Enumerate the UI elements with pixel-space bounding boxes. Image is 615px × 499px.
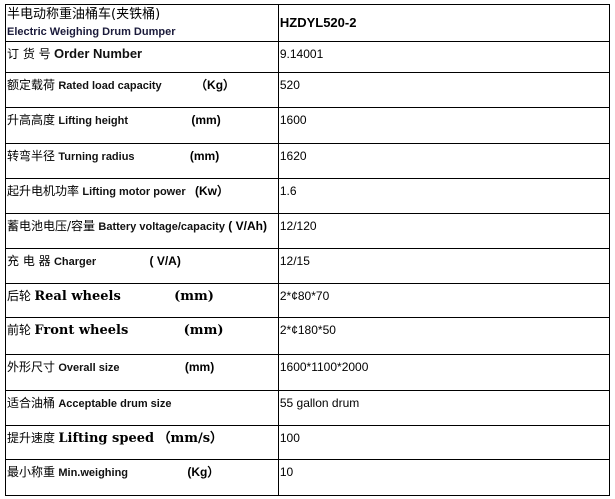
spec-label-cell: 充 电 器 Charger ( V/A) xyxy=(5,248,279,284)
spec-value: 55 gallon drum xyxy=(279,396,360,410)
table-row: 充 电 器 Charger ( V/A) 12/15 xyxy=(5,248,611,284)
spec-value-cell: 2*¢80*70 xyxy=(277,283,611,318)
spec-label-en: Lifting speed xyxy=(58,431,155,446)
spec-value: 2*¢180*50 xyxy=(279,323,336,337)
spec-label-cell: 适合油桶 Acceptable drum size xyxy=(5,390,279,426)
spec-label-cn: 起升电机功率 xyxy=(7,184,80,198)
spec-label-cn: 升高高度 xyxy=(7,113,56,127)
spec-unit: (mm) xyxy=(189,149,220,163)
table-row: 最小称重 Min.weighing (Kg） 10 xyxy=(5,459,611,496)
spec-label-cn: 额定载荷 xyxy=(7,78,56,92)
spec-label-en: Real wheels xyxy=(34,289,121,304)
spec-unit: (mm) xyxy=(191,113,221,127)
spec-label-en: Lifting motor power xyxy=(82,186,186,198)
spec-unit: (mm) xyxy=(183,323,224,338)
table-row: 转弯半径 Turning radius (mm) 1620 xyxy=(5,143,611,179)
spec-value-cell: 520 xyxy=(277,72,611,108)
spec-value-cell: 100 xyxy=(277,425,611,460)
spec-label-en: Order Number xyxy=(53,46,143,61)
spec-label-en: Acceptable drum size xyxy=(58,398,172,410)
spec-value: 9.14001 xyxy=(279,47,324,61)
spec-unit: （Kg） xyxy=(195,78,236,92)
spec-label-cn: 最小称重 xyxy=(7,465,56,479)
spec-value-cell: 1.6 xyxy=(277,178,611,214)
spec-label-cn: 提升速度 xyxy=(7,431,56,445)
table-row: 蓄电池电压/容量 Battery voltage/capacity ( V/Ah… xyxy=(5,213,611,249)
spec-value: 1.6 xyxy=(279,184,297,198)
spec-unit: (mm) xyxy=(174,289,214,304)
spec-label-en: Turning radius xyxy=(58,151,135,163)
spec-unit: (mm) xyxy=(184,360,215,374)
spec-value: 12/15 xyxy=(279,254,310,268)
model-cell: HZDYL520-2 xyxy=(277,4,611,42)
spec-unit: ( V/Ah) xyxy=(228,219,267,233)
spec-label-cell: 后轮 Real wheels (mm) xyxy=(5,283,279,318)
spec-value: 1600 xyxy=(279,113,307,127)
spec-label-cn: 蓄电池电压/容量 xyxy=(7,219,96,233)
spec-label-cell: 升高高度 Lifting height (mm) xyxy=(5,107,279,144)
spec-value: 100 xyxy=(279,431,300,445)
table-row: 提升速度 Lifting speed （mm/s） 100 xyxy=(5,425,611,460)
spec-label-cell: 提升速度 Lifting speed （mm/s） xyxy=(5,425,279,460)
table-row: 起升电机功率 Lifting motor power (Kw） 1.6 xyxy=(5,178,611,214)
spec-label-cell: 订 货 号 Order Number xyxy=(5,41,279,73)
spec-value: 12/120 xyxy=(279,219,317,233)
table-row: 订 货 号 Order Number 9.14001 xyxy=(5,41,611,73)
spec-label-cn: 充 电 器 xyxy=(7,254,51,268)
spec-value-cell: 10 xyxy=(277,459,611,496)
product-title-en: Electric Weighing Drum Dumper xyxy=(7,26,176,38)
table-row: 适合油桶 Acceptable drum size 55 gallon drum xyxy=(5,390,611,426)
spec-label-cn: 外形尺寸 xyxy=(7,360,56,374)
spec-label-en: Lifting height xyxy=(58,115,129,127)
spec-value-cell: 1600*1100*2000 xyxy=(277,354,611,391)
spec-label-cn: 适合油桶 xyxy=(7,396,56,410)
spec-unit: （mm/s） xyxy=(157,431,224,446)
spec-value-cell: 1620 xyxy=(277,143,611,179)
spec-value: 1620 xyxy=(279,149,307,163)
spec-value-cell: 12/15 xyxy=(277,248,611,284)
spec-unit: (Kw） xyxy=(194,184,229,198)
spec-label-cn: 转弯半径 xyxy=(7,149,56,163)
product-title-cn: 半电动称重油桶车(夹铁桶) xyxy=(7,7,161,22)
spec-label-cn: 前轮 xyxy=(7,323,32,337)
spec-table: 半电动称重油桶车(夹铁桶) Electric Weighing Drum Dum… xyxy=(5,4,611,496)
spec-label-en: Overall size xyxy=(58,362,120,374)
spec-value-cell: 55 gallon drum xyxy=(277,390,611,426)
table-row: 额定载荷 Rated load capacity （Kg） 520 xyxy=(5,72,611,108)
product-title-cell: 半电动称重油桶车(夹铁桶) Electric Weighing Drum Dum… xyxy=(5,4,279,42)
spec-label-cell: 蓄电池电压/容量 Battery voltage/capacity ( V/Ah… xyxy=(5,213,279,249)
spec-label-en: Charger xyxy=(53,256,97,268)
spec-label-cell: 最小称重 Min.weighing (Kg） xyxy=(5,459,279,496)
table-row: 后轮 Real wheels (mm) 2*¢80*70 xyxy=(5,283,611,318)
spec-value-cell: 12/120 xyxy=(277,213,611,249)
table-row: 前轮 Front wheels (mm) 2*¢180*50 xyxy=(5,317,611,355)
spec-value: 1600*1100*2000 xyxy=(279,360,369,374)
spec-label-cn: 订 货 号 xyxy=(7,47,51,61)
spec-value: 10 xyxy=(279,465,294,479)
spec-value: 2*¢80*70 xyxy=(279,289,330,303)
spec-label-cn: 后轮 xyxy=(7,289,32,303)
spec-unit: ( V/A) xyxy=(149,254,181,268)
spec-label-en: Battery voltage/capacity xyxy=(98,221,225,233)
spec-label-cell: 前轮 Front wheels (mm) xyxy=(5,317,279,355)
table-row: 升高高度 Lifting height (mm) 1600 xyxy=(5,107,611,144)
spec-value: 520 xyxy=(279,78,300,92)
spec-label-cell: 起升电机功率 Lifting motor power (Kw） xyxy=(5,178,279,214)
spec-label-en: Front wheels xyxy=(34,323,129,338)
spec-label-cell: 转弯半径 Turning radius (mm) xyxy=(5,143,279,179)
spec-value-cell: 2*¢180*50 xyxy=(277,317,611,355)
model-number: HZDYL520-2 xyxy=(279,15,357,30)
spec-label-en: Min.weighing xyxy=(58,467,129,479)
table-row: 外形尺寸 Overall size (mm) 1600*1100*2000 xyxy=(5,354,611,391)
spec-value-cell: 9.14001 xyxy=(277,41,611,73)
spec-label-cell: 外形尺寸 Overall size (mm) xyxy=(5,354,279,391)
spec-value-cell: 1600 xyxy=(277,107,611,144)
table-header-row: 半电动称重油桶车(夹铁桶) Electric Weighing Drum Dum… xyxy=(5,4,611,42)
spec-label-cell: 额定载荷 Rated load capacity （Kg） xyxy=(5,72,279,108)
spec-label-en: Rated load capacity xyxy=(58,80,162,92)
spec-unit: (Kg） xyxy=(187,465,220,479)
